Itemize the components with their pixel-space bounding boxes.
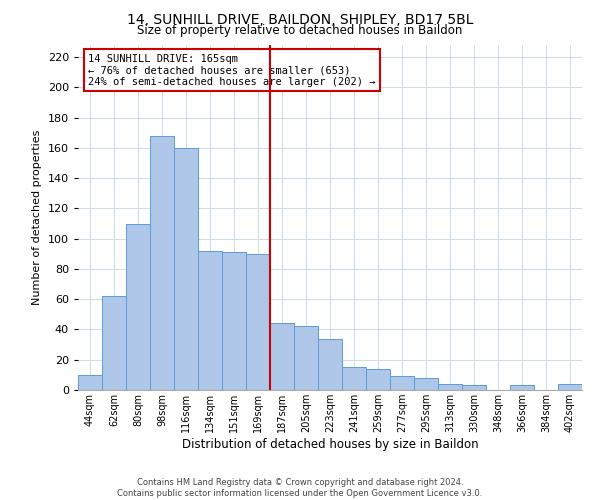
Bar [294, 326, 318, 390]
Bar [150, 136, 174, 390]
Bar [102, 296, 126, 390]
Text: 14, SUNHILL DRIVE, BAILDON, SHIPLEY, BD17 5BL: 14, SUNHILL DRIVE, BAILDON, SHIPLEY, BD1… [127, 12, 473, 26]
Bar [366, 369, 390, 390]
Bar [342, 368, 366, 390]
Bar [246, 254, 270, 390]
Bar [78, 375, 102, 390]
Y-axis label: Number of detached properties: Number of detached properties [32, 130, 42, 305]
Bar [174, 148, 198, 390]
Bar [558, 384, 582, 390]
Bar [270, 324, 294, 390]
Bar [222, 252, 246, 390]
Text: 14 SUNHILL DRIVE: 165sqm
← 76% of detached houses are smaller (653)
24% of semi-: 14 SUNHILL DRIVE: 165sqm ← 76% of detach… [88, 54, 376, 87]
Bar [198, 251, 222, 390]
Bar [390, 376, 414, 390]
Text: Size of property relative to detached houses in Baildon: Size of property relative to detached ho… [137, 24, 463, 37]
Bar [438, 384, 462, 390]
Bar [126, 224, 150, 390]
Bar [510, 386, 534, 390]
Bar [318, 338, 342, 390]
Bar [462, 386, 486, 390]
Bar [414, 378, 438, 390]
Text: Contains HM Land Registry data © Crown copyright and database right 2024.
Contai: Contains HM Land Registry data © Crown c… [118, 478, 482, 498]
X-axis label: Distribution of detached houses by size in Baildon: Distribution of detached houses by size … [182, 438, 478, 451]
